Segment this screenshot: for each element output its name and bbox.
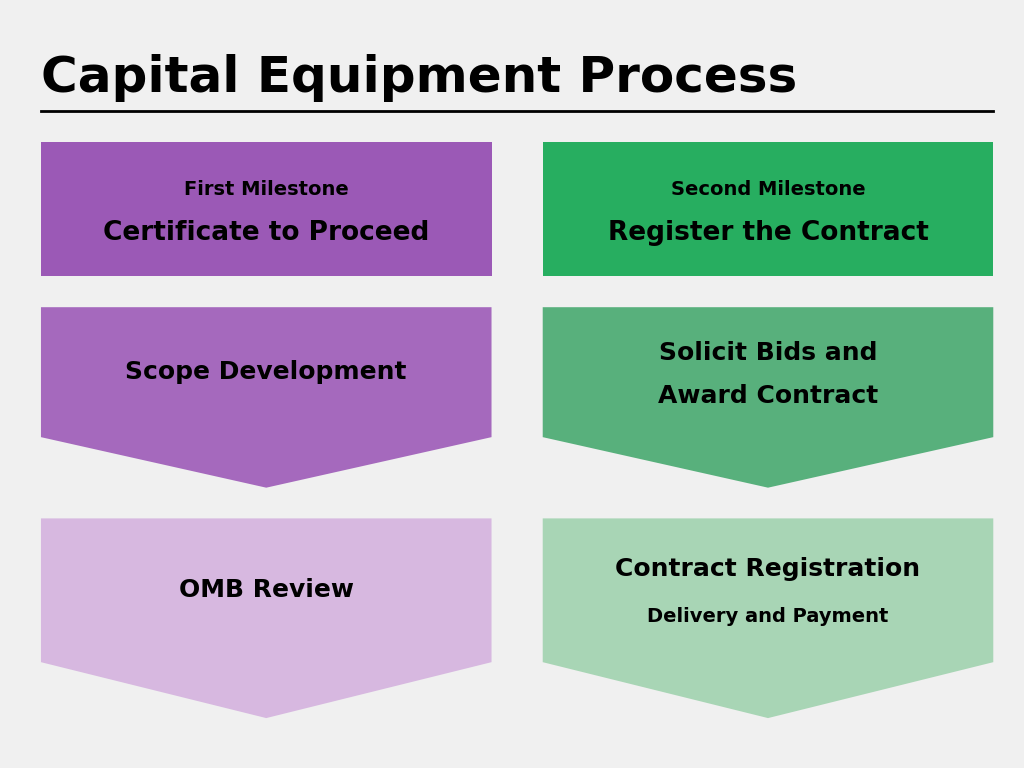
Text: Award Contract: Award Contract: [657, 383, 879, 408]
Polygon shape: [41, 307, 492, 488]
Text: Contract Registration: Contract Registration: [615, 557, 921, 581]
Text: Capital Equipment Process: Capital Equipment Process: [41, 54, 798, 102]
Text: Scope Development: Scope Development: [126, 360, 407, 384]
Text: First Milestone: First Milestone: [184, 180, 348, 199]
FancyBboxPatch shape: [543, 142, 993, 276]
Polygon shape: [543, 307, 993, 488]
Text: OMB Review: OMB Review: [179, 578, 353, 602]
Text: Delivery and Payment: Delivery and Payment: [647, 607, 889, 626]
FancyBboxPatch shape: [41, 142, 492, 276]
Text: Certificate to Proceed: Certificate to Proceed: [103, 220, 429, 247]
Text: Solicit Bids and: Solicit Bids and: [658, 341, 878, 365]
Polygon shape: [543, 518, 993, 718]
Text: Register the Contract: Register the Contract: [607, 220, 929, 247]
Text: Second Milestone: Second Milestone: [671, 180, 865, 199]
Polygon shape: [41, 518, 492, 718]
